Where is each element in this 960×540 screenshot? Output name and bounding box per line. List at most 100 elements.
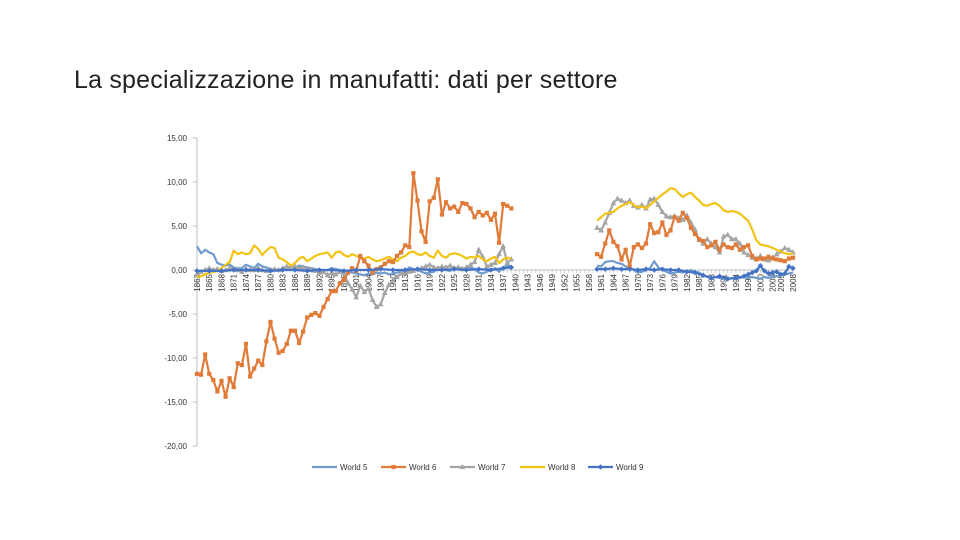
x-tick-label: 1976 (658, 273, 667, 291)
legend-label: World 7 (478, 463, 506, 472)
data-point (317, 313, 322, 318)
x-tick-label: 1952 (560, 273, 569, 291)
data-point (194, 371, 200, 376)
data-point (399, 250, 404, 255)
data-point (292, 328, 298, 333)
data-point (357, 282, 364, 288)
x-tick-label: 1958 (585, 273, 594, 291)
data-point (381, 289, 388, 295)
legend-label: World 8 (548, 463, 576, 472)
data-point (362, 259, 367, 264)
data-point (709, 243, 714, 248)
data-point (410, 267, 417, 273)
data-point (757, 262, 764, 269)
data-point (504, 259, 511, 266)
x-tick-label: 1877 (254, 273, 263, 291)
data-point (239, 268, 245, 274)
data-point (206, 268, 212, 274)
x-tick-label: 1970 (634, 273, 643, 291)
x-tick-label: 1862 (193, 273, 202, 291)
data-point (243, 341, 249, 347)
legend-label: World 5 (340, 463, 368, 472)
data-point (255, 267, 261, 273)
data-point (782, 270, 788, 277)
data-point (508, 264, 515, 271)
data-point (619, 257, 624, 262)
data-point (443, 200, 449, 205)
data-point (386, 259, 391, 264)
data-point (243, 267, 249, 273)
data-point (594, 252, 600, 257)
data-point (716, 249, 723, 255)
data-point (705, 245, 710, 250)
data-point (231, 384, 236, 390)
data-point (664, 232, 669, 237)
data-point (594, 266, 600, 272)
data-point (724, 231, 731, 237)
data-point (256, 358, 261, 363)
data-point (733, 235, 739, 242)
data-point (500, 265, 506, 271)
data-point (611, 239, 616, 244)
data-point (439, 267, 445, 273)
data-point (194, 268, 200, 274)
data-point (610, 265, 617, 271)
data-point (341, 268, 347, 274)
data-point (272, 336, 277, 341)
data-point (402, 267, 408, 273)
data-point (676, 218, 681, 223)
data-point (753, 268, 759, 274)
x-tick-label: 1940 (511, 273, 520, 291)
data-point (325, 296, 330, 302)
data-point (716, 273, 723, 279)
data-point (614, 195, 621, 201)
data-point (488, 267, 494, 273)
data-point (684, 215, 689, 221)
data-point (292, 267, 298, 273)
data-point (594, 224, 600, 230)
data-point (733, 242, 738, 247)
data-point (692, 231, 698, 237)
data-point (341, 277, 347, 282)
x-tick-label: 1994 (732, 273, 741, 291)
data-point (697, 237, 702, 242)
data-point (475, 266, 482, 272)
x-tick-label: 1901 (352, 273, 361, 291)
data-point (472, 215, 477, 220)
data-point (765, 270, 772, 277)
data-point (692, 269, 698, 276)
data-point (721, 242, 726, 247)
data-point (720, 233, 727, 239)
data-point (737, 247, 743, 252)
data-point (659, 208, 666, 215)
data-point (769, 269, 776, 276)
x-tick-label: 2003 (769, 273, 778, 291)
x-tick-label: 1931 (475, 273, 484, 291)
x-tick-label: 1907 (377, 273, 386, 291)
data-point (484, 263, 490, 269)
x-tick-label: 1868 (217, 273, 226, 291)
legend-marker (459, 463, 466, 470)
data-point (333, 289, 338, 294)
slide-title: La specializzazione in manufatti: dati p… (74, 66, 618, 94)
data-point (684, 269, 690, 275)
data-point (745, 271, 751, 278)
data-point (773, 269, 780, 275)
data-point (353, 294, 360, 300)
data-point (643, 266, 649, 272)
data-point (247, 374, 253, 379)
series-line (596, 187, 794, 256)
data-point (749, 269, 755, 276)
data-point (260, 362, 265, 368)
data-point (741, 249, 747, 255)
data-point (643, 241, 649, 246)
x-tick-label: 1880 (266, 273, 275, 291)
data-point (786, 246, 792, 252)
x-tick-label: 1982 (683, 273, 692, 291)
data-point (423, 239, 428, 244)
data-point (390, 277, 396, 283)
data-point (623, 247, 628, 252)
data-point (701, 238, 706, 244)
data-point (500, 242, 506, 249)
data-point (745, 243, 751, 248)
